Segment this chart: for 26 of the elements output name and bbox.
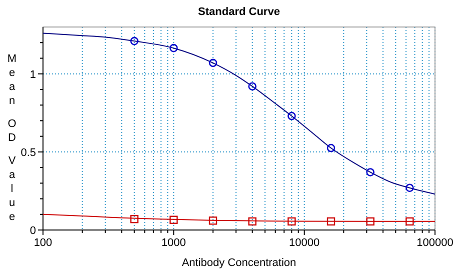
point xyxy=(208,216,218,225)
y-tick-label: 1 xyxy=(30,68,36,81)
point xyxy=(130,214,138,224)
point xyxy=(326,144,336,152)
point xyxy=(170,44,178,52)
point xyxy=(288,217,296,226)
point xyxy=(248,82,256,90)
point xyxy=(366,168,374,176)
x-tick-label: 100 xyxy=(34,237,52,249)
point xyxy=(170,216,178,224)
x-tick-label: 1000 xyxy=(161,237,186,249)
point xyxy=(248,217,256,226)
point xyxy=(406,184,414,192)
point xyxy=(208,58,218,68)
point xyxy=(130,36,138,46)
point xyxy=(406,217,414,226)
x-tick-label: 100000 xyxy=(416,237,454,249)
text: Mean OD Value xyxy=(7,53,17,223)
point xyxy=(288,112,296,120)
point xyxy=(326,217,336,226)
y-tick-label: 0.5 xyxy=(20,146,36,159)
x-tick-label: 10000 xyxy=(289,237,320,249)
point xyxy=(366,217,374,226)
y-tick-label: 0 xyxy=(30,225,36,237)
chart-title: Standard Curve xyxy=(198,6,280,18)
x-axis-title: Antibody Concentration xyxy=(182,257,296,269)
